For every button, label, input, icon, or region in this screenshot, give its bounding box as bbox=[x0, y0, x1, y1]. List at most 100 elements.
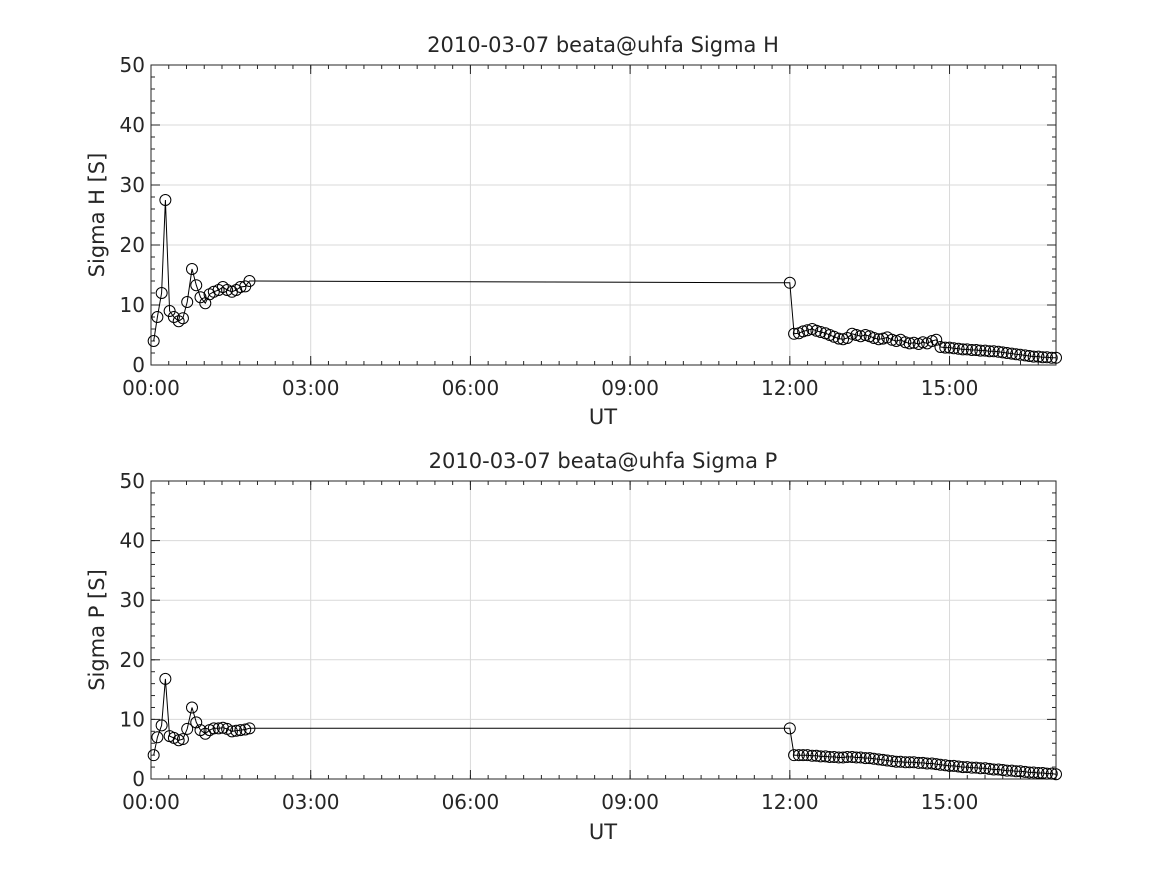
sigma-h-data-point bbox=[243, 275, 256, 287]
sigma-h-data-point bbox=[190, 279, 203, 292]
sigma-h-data-point bbox=[810, 324, 823, 337]
sigma-p-ytick-label: 30 bbox=[120, 588, 145, 612]
sigma-p-data-point bbox=[854, 751, 867, 764]
sigma-h-data-point bbox=[899, 336, 912, 349]
sigma-h-data-point bbox=[876, 332, 889, 345]
sigma-p-data-point bbox=[181, 722, 194, 735]
sigma-h-data-point bbox=[194, 291, 207, 304]
sigma-p-data-point bbox=[907, 756, 920, 769]
sigma-p-xtick-label: 09:00 bbox=[601, 790, 659, 814]
sigma-h-data-point bbox=[151, 311, 164, 323]
sigma-p-data-point bbox=[199, 727, 212, 740]
sigma-p-data-point bbox=[207, 722, 220, 735]
sigma-h-data-point bbox=[1019, 349, 1032, 362]
sigma-h-xtick-label: 06:00 bbox=[442, 376, 500, 400]
sigma-h-data-point bbox=[828, 330, 841, 343]
sigma-p-data-point bbox=[867, 752, 880, 765]
sigma-h-data-point bbox=[172, 315, 185, 328]
sigma-p-data-point bbox=[974, 762, 987, 775]
sigma-p-xtick-label: 06:00 bbox=[442, 790, 500, 814]
sigma-p-data-point bbox=[947, 759, 960, 772]
sigma-h-data-point bbox=[167, 311, 180, 323]
sigma-p-data-point bbox=[243, 722, 256, 735]
sigma-p-data-point bbox=[1005, 764, 1018, 777]
sigma-p-data-point bbox=[185, 701, 198, 714]
sigma-h-xtick-label: 03:00 bbox=[282, 376, 340, 400]
sigma-p-ytick-label: 40 bbox=[120, 529, 145, 553]
sigma-p-xlabel: UT bbox=[589, 820, 617, 844]
sigma-h-data-point bbox=[956, 343, 969, 356]
sigma-p-data-point bbox=[783, 722, 796, 735]
sigma-p-title: 2010-03-07 beata@uhfa Sigma P bbox=[429, 449, 778, 473]
sigma-h-ylabel: Sigma H [S] bbox=[85, 153, 109, 278]
sigma-p-data-point bbox=[956, 761, 969, 774]
sigma-p-data-point bbox=[797, 749, 810, 762]
sigma-h-data-point bbox=[952, 342, 965, 355]
sigma-p-data-point bbox=[841, 750, 854, 763]
sigma-h-data-point bbox=[181, 296, 194, 308]
sigma-h-data-point bbox=[155, 287, 168, 299]
sigma-p-data-point bbox=[996, 764, 1009, 777]
sigma-h-data-point bbox=[832, 332, 845, 345]
sigma-h-data-point bbox=[979, 344, 992, 357]
sigma-p-data-point bbox=[987, 763, 1000, 776]
sigma-p-panel: 2010-03-07 beata@uhfa Sigma P UT Sigma P… bbox=[85, 449, 1062, 844]
sigma-h-data-point bbox=[925, 335, 938, 347]
sigma-h-data-point bbox=[930, 333, 943, 346]
sigma-p-series-line bbox=[153, 678, 1057, 775]
sigma-h-data-point bbox=[987, 345, 1000, 358]
sigma-h-data-point bbox=[850, 329, 863, 341]
sigma-p-data-point bbox=[810, 749, 823, 762]
sigma-p-data-point bbox=[970, 761, 983, 774]
sigma-h-data-point bbox=[974, 344, 987, 357]
sigma-h-xtick-label: 12:00 bbox=[761, 376, 819, 400]
sigma-p-data-point bbox=[992, 763, 1005, 776]
sigma-h-data-point bbox=[801, 324, 814, 337]
sigma-h-data-point bbox=[1014, 348, 1027, 361]
sigma-p-ylabel: Sigma P [S] bbox=[85, 569, 109, 691]
sigma-p-data-point bbox=[1040, 767, 1053, 780]
sigma-p-xtick-label: 03:00 bbox=[282, 790, 340, 814]
sigma-h-data-point bbox=[783, 276, 796, 289]
sigma-p-data-point bbox=[1001, 764, 1014, 777]
sigma-h-data-point bbox=[1027, 350, 1040, 363]
sigma-p-ytick-label: 10 bbox=[120, 707, 145, 731]
sigma-h-data-point bbox=[159, 194, 172, 206]
sigma-p-data-point bbox=[916, 756, 929, 769]
sigma-p-data-point bbox=[899, 756, 912, 769]
sigma-h-ytick-label: 50 bbox=[120, 53, 145, 77]
sigma-h-data-point bbox=[797, 325, 810, 338]
sigma-p-data-point bbox=[823, 750, 836, 763]
sigma-h-data-point bbox=[939, 341, 952, 354]
sigma-p-data-point bbox=[903, 756, 916, 769]
sigma-h-data-point bbox=[221, 284, 234, 296]
sigma-p-data-point bbox=[151, 731, 164, 744]
sigma-h-xlabel: UT bbox=[589, 405, 617, 429]
sigma-h-data-point bbox=[212, 284, 225, 296]
sigma-h-data-point bbox=[846, 327, 859, 340]
sigma-p-data-point bbox=[172, 734, 185, 747]
sigma-p-data-point bbox=[983, 762, 996, 775]
sigma-h-ytick-label: 20 bbox=[120, 233, 145, 257]
sigma-p-data-point bbox=[176, 733, 189, 746]
sigma-p-data-point bbox=[894, 755, 907, 768]
sigma-p-data-point bbox=[930, 758, 943, 771]
sigma-p-data-point bbox=[876, 753, 889, 766]
sigma-h-title: 2010-03-07 beata@uhfa Sigma H bbox=[427, 33, 779, 57]
sigma-h-series-line bbox=[153, 199, 1056, 359]
sigma-p-data-point bbox=[1027, 766, 1040, 779]
sigma-p-data-point bbox=[159, 672, 172, 685]
sigma-h-data-point bbox=[943, 341, 956, 354]
sigma-p-data-point bbox=[881, 754, 894, 767]
sigma-p-data-point bbox=[788, 749, 801, 762]
sigma-p-data-point bbox=[939, 759, 952, 772]
sigma-h-data-point bbox=[872, 333, 885, 346]
sigma-h-data-point bbox=[163, 305, 176, 317]
sigma-h-data-point bbox=[234, 281, 247, 293]
sigma-h-axes-box bbox=[150, 64, 1057, 366]
sigma-h-data-point bbox=[185, 263, 198, 275]
sigma-p-data-point bbox=[1023, 766, 1036, 779]
sigma-h-data-point bbox=[1040, 351, 1053, 364]
sigma-h-data-point bbox=[1050, 351, 1062, 364]
